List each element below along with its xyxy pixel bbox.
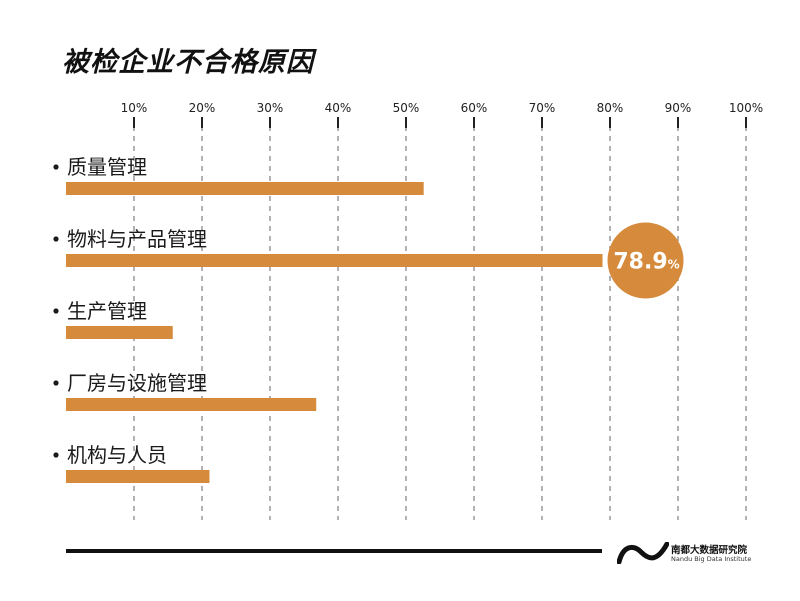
category-bullet — [53, 380, 59, 386]
category-bullet — [53, 452, 59, 458]
chart-title: 被检企业不合格原因 — [62, 47, 314, 78]
tick-label-100: 100% — [729, 101, 763, 115]
bar-4 — [66, 398, 317, 411]
category-label: 厂房与设施管理 — [67, 371, 207, 395]
publisher-logo: 南都大数据研究院 Nandu Big Data Institute — [617, 541, 751, 565]
highlight-value-label: 78.9% — [613, 250, 679, 275]
highlight-bubble — [607, 222, 684, 299]
category-label: 生产管理 — [67, 299, 147, 323]
tick-label-80: 80% — [597, 101, 624, 115]
highlight-value-number: 78.9 — [613, 250, 667, 275]
tick-label-10: 10% — [121, 101, 148, 115]
category-label: 机构与人员 — [67, 443, 167, 467]
wave-logo-icon — [617, 542, 669, 564]
category-bullet — [53, 308, 59, 314]
bar-1 — [66, 182, 424, 195]
bar-2 — [66, 254, 603, 267]
tick-label-70: 70% — [529, 101, 556, 115]
category-bullet — [53, 164, 59, 170]
tick-label-50: 50% — [393, 101, 420, 115]
bar-5 — [66, 470, 210, 483]
tick-label-60: 60% — [461, 101, 488, 115]
category-label: 质量管理 — [67, 155, 147, 179]
footer-rule — [66, 549, 602, 553]
category-label: 物料与产品管理 — [67, 227, 207, 251]
logo-text-cn: 南都大数据研究院 — [671, 545, 748, 556]
tick-label-30: 30% — [257, 101, 284, 115]
tick-label-20: 20% — [189, 101, 216, 115]
logo-text-en: Nandu Big Data Institute — [671, 555, 752, 563]
category-bullet — [53, 236, 59, 242]
tick-label-40: 40% — [325, 101, 352, 115]
tick-label-90: 90% — [665, 101, 692, 115]
bar-3 — [66, 326, 173, 339]
highlight-value-unit: % — [668, 258, 680, 272]
